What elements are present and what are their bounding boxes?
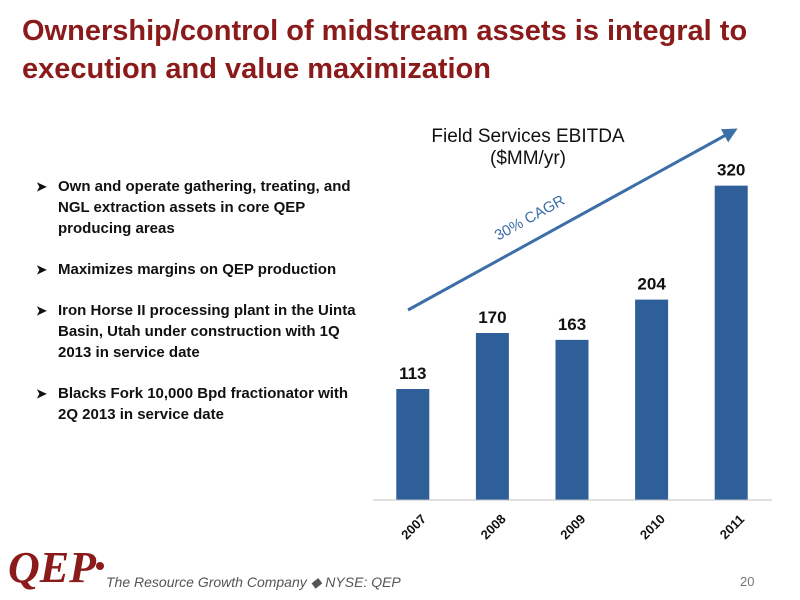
x-tick-label-2008: 2008 — [478, 511, 509, 542]
arrowhead-bullet-icon: ➤ — [36, 386, 47, 401]
logo-text: QEP — [8, 543, 97, 592]
data-label-2007: 113 — [399, 364, 426, 383]
chart-subtitle: ($MM/yr) — [490, 148, 566, 169]
bar-2007 — [396, 388, 430, 500]
bar-2008 — [475, 333, 509, 500]
qep-logo: QEP — [8, 543, 104, 592]
data-label-2011: 320 — [717, 161, 745, 180]
x-tick-label-2007: 2007 — [398, 511, 429, 542]
bullet-item: ➤ Iron Horse II processing plant in the U… — [36, 300, 366, 363]
logo-dot-icon — [96, 562, 104, 570]
arrowhead-bullet-icon: ➤ — [36, 303, 47, 318]
arrowhead-bullet-icon: ➤ — [36, 262, 47, 277]
bullet-item: ➤ Blacks Fork 10,000 Bpd fractionator wit… — [36, 383, 366, 425]
x-tick-labels: 2007 2008 2009 2010 2011 — [398, 511, 747, 542]
bars-layer: 113 170 163 204 320 — [396, 161, 748, 500]
x-tick-label-2011: 2011 — [717, 512, 748, 543]
bullet-list: ➤ Own and operate gathering, treating, an… — [36, 176, 366, 445]
data-label-2009: 163 — [558, 315, 586, 334]
bullet-item: ➤ Own and operate gathering, treating, an… — [36, 176, 366, 239]
bullet-item: ➤ Maximizes margins on QEP production — [36, 259, 366, 280]
bar-2010 — [635, 299, 669, 500]
page-number: 20 — [740, 574, 755, 589]
bullet-text: Blacks Fork 10,000 Bpd fractionator with… — [58, 385, 349, 423]
data-label-2010: 204 — [637, 275, 666, 294]
bullet-text: Iron Horse II processing plant in the Ui… — [58, 302, 356, 361]
footer-tagline: The Resource Growth Company ◆ NYSE: QEP — [106, 574, 401, 590]
arrowhead-bullet-icon: ➤ — [36, 179, 47, 194]
data-label-2008: 170 — [478, 308, 506, 327]
x-tick-label-2009: 2009 — [557, 511, 588, 542]
cagr-annotation: 30% CAGR — [492, 192, 568, 245]
bullet-text: Maximizes margins on QEP production — [58, 261, 337, 278]
bullet-text: Own and operate gathering, treating, and… — [58, 178, 351, 237]
bar-2011 — [714, 185, 748, 500]
bar-2009 — [555, 339, 589, 500]
slide-title: Ownership/control of midstream assets is… — [22, 15, 748, 85]
chart-title: Field Services EBITDA — [431, 126, 625, 147]
cagr-trend-arrow — [407, 128, 738, 312]
x-tick-label-2010: 2010 — [637, 511, 668, 542]
